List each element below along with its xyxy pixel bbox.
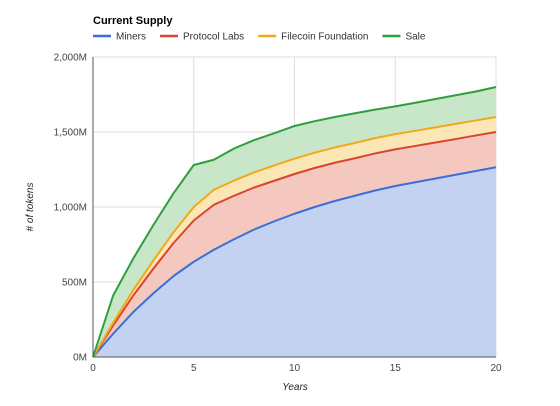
y-axis-label: # of tokens — [25, 183, 36, 232]
chart-title: Current Supply — [93, 15, 173, 27]
line-miners — [92, 166, 497, 358]
y-tick-label-0: 0M — [73, 353, 87, 364]
series-lines — [92, 86, 497, 358]
legend-item-miners: Miners — [93, 32, 146, 43]
x-ticks: 0 5 10 15 20 — [90, 363, 502, 374]
x-tick-label-4: 20 — [490, 363, 502, 374]
legend-label-sale: Sale — [405, 32, 425, 43]
y-ticks: 0M 500M 1,000M 1,500M 2,000M — [54, 53, 87, 364]
legend-item-filecoin-foundation: Filecoin Foundation — [258, 32, 368, 43]
y-tick-label-4: 2,000M — [54, 53, 87, 64]
legend-item-sale: Sale — [382, 32, 426, 43]
line-filecoin-foundation — [92, 116, 497, 358]
legend-item-protocol-labs: Protocol Labs — [160, 32, 244, 43]
legend-label-filecoin-foundation: Filecoin Foundation — [281, 32, 368, 43]
legend: Miners Protocol Labs Filecoin Foundation Sa… — [93, 32, 426, 43]
y-tick-label-1: 500M — [62, 278, 87, 289]
areas — [93, 87, 496, 357]
x-tick-label-1: 5 — [191, 363, 197, 374]
line-protocol-labs — [92, 131, 497, 358]
axes — [92, 57, 496, 358]
y-tick-label-2: 1,000M — [54, 203, 87, 214]
x-tick-label-3: 15 — [390, 363, 402, 374]
legend-label-miners: Miners — [116, 32, 146, 43]
y-tick-label-3: 1,500M — [54, 128, 87, 139]
x-tick-label-0: 0 — [90, 363, 96, 374]
x-tick-label-2: 10 — [289, 363, 301, 374]
area-sale — [93, 87, 496, 357]
area-filecoin-foundation — [93, 117, 496, 357]
line-sale — [92, 86, 497, 358]
legend-label-protocol-labs: Protocol Labs — [183, 32, 244, 43]
area-miners — [93, 167, 496, 357]
x-axis-label: Years — [282, 382, 308, 393]
